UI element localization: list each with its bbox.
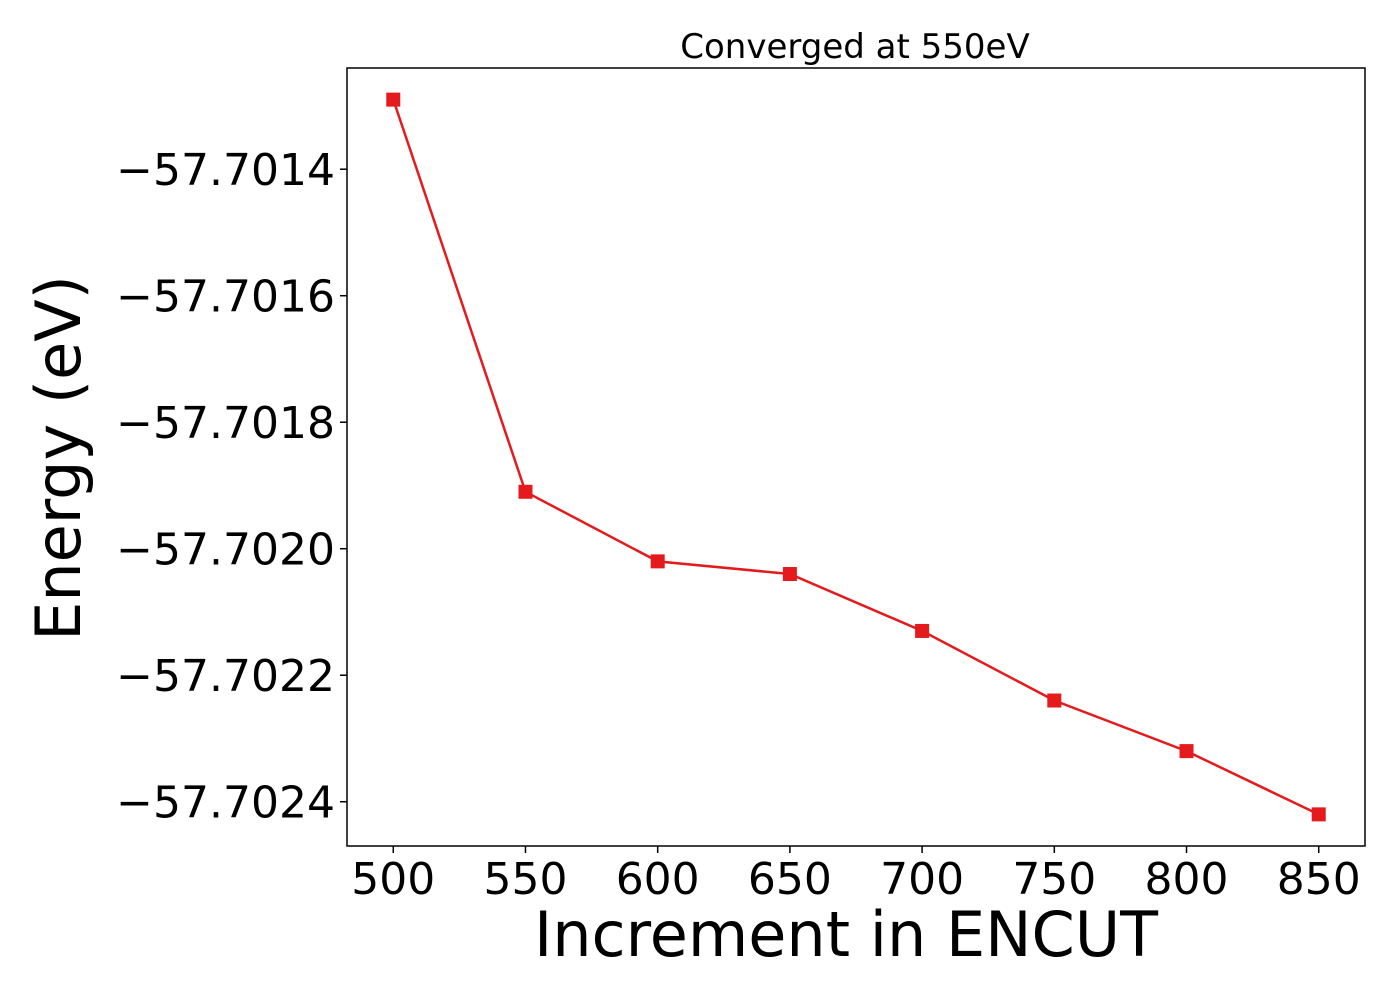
data-point bbox=[518, 484, 533, 499]
data-point bbox=[1311, 807, 1326, 822]
y-tick-label: −57.7016 bbox=[116, 272, 335, 323]
x-tick-label: 700 bbox=[880, 854, 964, 905]
data-point bbox=[782, 567, 797, 582]
x-axis-label: Increment in ENCUT bbox=[534, 898, 1159, 971]
y-tick-label: −57.7022 bbox=[116, 651, 335, 702]
x-axis: 500 550 600 650 700 750 800 850 bbox=[351, 846, 1361, 905]
y-tick-label: −57.7024 bbox=[116, 778, 335, 829]
series-markers bbox=[386, 92, 1326, 822]
y-axis: −57.7014 −57.7016 −57.7018 −57.7020 −57.7022… bbox=[116, 145, 347, 829]
y-tick-label: −57.7014 bbox=[116, 145, 335, 196]
x-tick-label: 550 bbox=[483, 854, 567, 905]
y-axis-label: Energy (eV) bbox=[22, 275, 95, 641]
x-tick-label: 750 bbox=[1012, 854, 1096, 905]
data-point bbox=[1047, 693, 1062, 708]
data-point bbox=[386, 92, 401, 107]
x-tick-label: 500 bbox=[351, 854, 435, 905]
data-point bbox=[650, 554, 665, 569]
y-tick-label: −57.7018 bbox=[116, 398, 335, 449]
y-tick-label: −57.7020 bbox=[116, 525, 335, 576]
data-point bbox=[1179, 744, 1194, 759]
series-line bbox=[392, 99, 1320, 816]
x-tick-label: 650 bbox=[748, 854, 832, 905]
data-point bbox=[915, 623, 930, 638]
x-tick-label: 600 bbox=[616, 854, 700, 905]
plot-area-frame bbox=[346, 67, 1366, 847]
x-tick-label: 850 bbox=[1277, 854, 1361, 905]
chart-title: Converged at 550eV bbox=[680, 27, 1029, 67]
x-tick-label: 800 bbox=[1145, 854, 1229, 905]
